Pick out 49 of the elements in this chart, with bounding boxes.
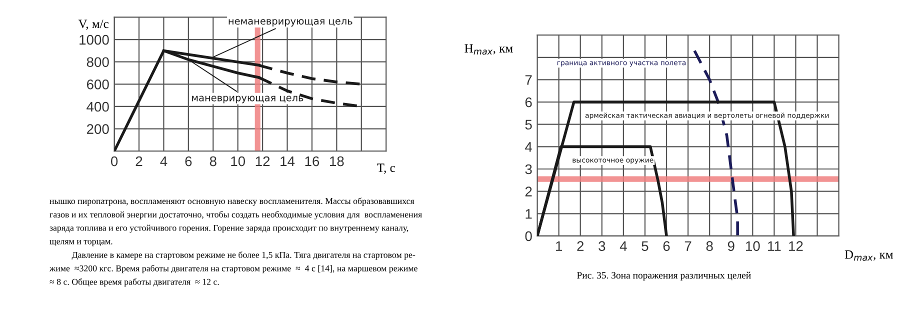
y-tick-label: 1 — [526, 209, 532, 219]
x-tick-label: 2 — [577, 241, 584, 251]
x-tick-label: 2 — [136, 156, 142, 166]
text: щелям и торцам. — [50, 240, 112, 246]
x-tick-label: 10 — [231, 156, 246, 166]
text: газов и их тепловой энергии достаточно, чтобы создать необходимые условия для воспламенения — [50, 211, 422, 220]
y-tick-label: 200 — [86, 124, 109, 134]
text: Давление в камере на стартовом режиме не более 1,5 кПа. Тяга двигателя на стартовом ре- — [72, 251, 416, 260]
y-tick-label: 5 — [525, 120, 532, 130]
x-tick-label: 0 — [110, 156, 118, 166]
x-tick-label: 16 — [305, 156, 320, 166]
text: маневрирующая цель — [192, 96, 304, 104]
y-tick-label: 600 — [86, 80, 109, 90]
y-tick-label: 4 — [525, 142, 532, 152]
y-axis-title: H$_{max}$, км — [464, 44, 513, 55]
x-axis-title: D$_{max}$, км — [844, 250, 894, 261]
y-tick-label: 6 — [525, 97, 532, 108]
y-tick-label: 400 — [86, 102, 109, 112]
x-tick-label: 5 — [642, 241, 648, 252]
y-axis-title: V, м/с — [78, 20, 108, 30]
text: ≈ 8 с. Общее время работы двигателя ≈ 12 с. — [50, 278, 219, 287]
y-tick-label: 0 — [525, 231, 532, 242]
x-tick-label: 8 — [210, 156, 216, 166]
x-tick-label: 12 — [789, 241, 803, 251]
x-tick-label: 18 — [330, 156, 344, 166]
x-tick-label: 1 — [556, 241, 562, 251]
text: неманеврирующая цель — [228, 19, 352, 27]
x-tick-label: 6 — [185, 156, 192, 166]
x-tick-label: 8 — [706, 241, 713, 252]
x-tick-label: 12 — [256, 156, 270, 166]
text: заряда топлива и его устойчивого горения. Горение заряда происходит по внутреннему каналу, — [50, 224, 408, 233]
x-tick-label: 10 — [746, 241, 760, 252]
x-axis-title: T, с — [377, 164, 395, 174]
text: нышко пиропатрона, воспламеняют основную навеску воспламенителя. Массы образовавшихся — [50, 198, 414, 206]
x-tick-label: 9 — [728, 241, 734, 252]
text: жиме ≈3200 кгс. Время работы двигателя на стартовом режиме ≈ 4 с [14], на маршевом режиме — [49, 264, 418, 274]
x-tick-label: 11 — [768, 241, 781, 251]
x-tick-label: 7 — [684, 241, 692, 251]
y-tick-label: 800 — [86, 57, 109, 68]
y-tick-label: 2 — [525, 186, 532, 196]
x-tick-label: 6 — [663, 241, 670, 252]
y-tick-label: 3 — [525, 164, 532, 174]
x-tick-label: 3 — [598, 241, 606, 252]
y-tick-label: 7 — [525, 75, 532, 85]
x-tick-label: 14 — [280, 156, 295, 166]
x-tick-label: 4 — [620, 241, 627, 251]
x-tick-label: 4 — [160, 156, 168, 166]
text: Рис. 35. Зона поражения различных целей — [577, 272, 751, 281]
y-tick-label: 1000 — [80, 34, 109, 45]
